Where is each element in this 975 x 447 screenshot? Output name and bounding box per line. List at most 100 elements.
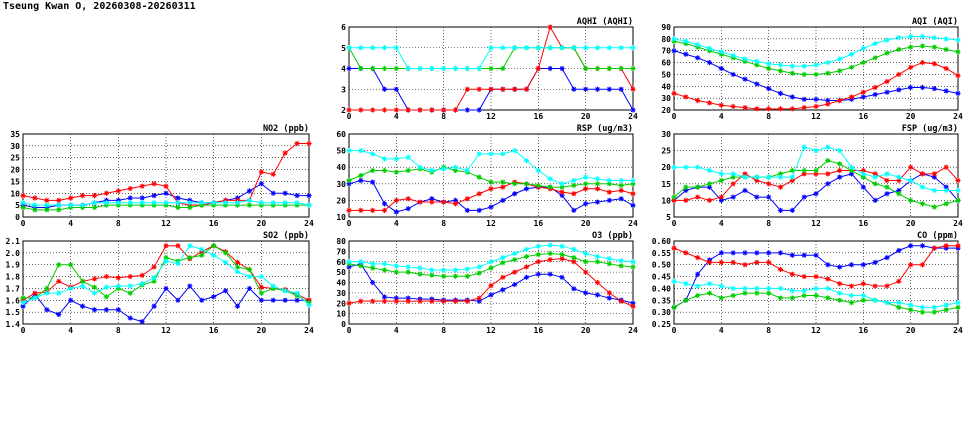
rsp-title: RSP (ug/m3) xyxy=(577,124,633,134)
aqhi-series-day3-point xyxy=(381,65,388,72)
aqi-series-day2-point xyxy=(671,90,677,96)
co-series-day1-point xyxy=(789,252,795,258)
so2-series-day1-point xyxy=(103,307,110,313)
aqi-series-day2-point xyxy=(837,97,843,104)
rsp-series-day2-point xyxy=(441,199,447,205)
co-series-day3-point xyxy=(718,295,724,301)
aqi-series-day2-point xyxy=(884,78,890,85)
no2-series-day2-point xyxy=(20,193,26,199)
rsp-series-day2-point xyxy=(488,186,494,192)
no2-series-day4-point xyxy=(199,200,205,206)
o3-series-day2-point xyxy=(429,298,435,304)
aqhi-series-day2-point xyxy=(417,107,423,113)
o3-series-day2-point xyxy=(464,298,470,304)
co-series-day4-point xyxy=(695,283,701,289)
aqhi-series-day4-point xyxy=(452,65,459,72)
co-series-day4-point xyxy=(848,292,855,299)
o3-xtick-label: 4 xyxy=(394,326,399,335)
rsp-series-day3-point xyxy=(381,167,388,174)
co-series-day3-point xyxy=(943,307,949,313)
o3-series-day2-point xyxy=(441,298,447,304)
rsp-frame xyxy=(348,133,634,218)
o3-series-day3-point xyxy=(476,270,482,276)
no2-series-day2-point xyxy=(44,197,50,203)
rsp-series-day1-point xyxy=(583,201,589,207)
no2-series-day4-point xyxy=(91,200,98,206)
aqhi-series-day3-point xyxy=(393,65,399,72)
aqi-series-day3-point xyxy=(908,44,914,50)
co-series-day4-point xyxy=(718,283,724,289)
aqi-series-day4-point xyxy=(813,62,819,68)
so2-series-day4-point xyxy=(115,283,121,289)
rsp-series-day4-point xyxy=(606,177,612,184)
fsp-series-day2-point xyxy=(695,194,701,200)
o3-series-day4-point xyxy=(488,259,494,265)
aqi-series-day4-point xyxy=(718,49,724,55)
o3-series-day1-point xyxy=(405,295,411,301)
rsp-series-day2-point xyxy=(452,201,459,207)
aqi-series-day4-point xyxy=(683,38,689,44)
fsp-series-day1-point xyxy=(777,207,784,213)
aqhi-series-day3-line xyxy=(348,47,633,69)
rsp-series-day2-point xyxy=(346,207,352,213)
so2-series-day4-point xyxy=(187,243,193,249)
no2-series-day4-point xyxy=(175,200,181,206)
co-ytick-label: 0.50 xyxy=(652,261,671,270)
aqi-series-day2-point xyxy=(754,106,760,112)
o3-ytick-label: 30 xyxy=(336,289,346,298)
aqi-series-day1-point xyxy=(884,89,890,95)
no2-series-day4-point xyxy=(187,200,193,206)
o3-series-day1-point xyxy=(346,264,352,270)
aqi-series-day3-point xyxy=(766,65,772,72)
rsp-series-day1-point xyxy=(429,196,435,202)
fsp-series-day1-point xyxy=(848,171,855,177)
no2-xtick-label: 0 xyxy=(21,219,26,228)
fsp-series-day2-point xyxy=(837,167,843,174)
fsp-series-day2-point xyxy=(931,171,937,177)
no2-ytick-label: 5 xyxy=(15,201,20,210)
o3-series-day2-point xyxy=(583,269,589,275)
so2-series-day4-point xyxy=(91,290,98,296)
aqi-series-day4-point xyxy=(896,35,902,41)
aqi-xtick-label: 24 xyxy=(953,112,963,121)
aqhi-series-day4-point xyxy=(606,45,612,51)
no2-frame xyxy=(22,133,310,218)
rsp-series-day4-point xyxy=(464,167,470,174)
rsp-series-day4-point xyxy=(512,148,518,154)
aqhi-title: AQHI (AQHI) xyxy=(577,17,633,27)
o3-series-day4-point xyxy=(476,264,482,270)
fsp-series-day3-point xyxy=(706,181,713,187)
rsp-series-day2-point xyxy=(476,191,482,197)
co-series-day1-point xyxy=(837,264,843,270)
o3-series-day2-point xyxy=(381,298,388,304)
fsp-series-day4-point xyxy=(801,144,807,150)
aqi-ytick-label: 40 xyxy=(661,82,671,91)
fsp-series-day3-point xyxy=(919,201,926,207)
fsp-series-day1-point xyxy=(718,197,724,203)
so2-series-day1-point xyxy=(68,297,74,303)
fsp-series-day3-point xyxy=(848,167,855,174)
no2-series-day4-point xyxy=(68,202,74,208)
aqhi-series-day2-point xyxy=(488,86,494,92)
co-series-day2-point xyxy=(896,278,902,284)
aqhi-series-day2-point xyxy=(476,86,482,92)
no2-series-day1-point xyxy=(270,190,276,196)
aqhi-xtick-label: 20 xyxy=(581,112,591,121)
o3-series-day4-point xyxy=(606,256,612,262)
co-series-day2-point xyxy=(872,283,878,289)
o3-series-day2-point xyxy=(358,298,364,304)
rsp-series-day1-point xyxy=(452,197,459,203)
aqhi-series-day3-point xyxy=(594,65,601,72)
aqhi-series-day4-point xyxy=(476,65,482,72)
no2-series-day2-point xyxy=(68,195,74,201)
so2-series-day2-point xyxy=(115,275,121,281)
rsp-series-day1-point xyxy=(488,204,494,210)
o3-series-day3-point xyxy=(358,263,364,269)
aqhi-series-day1-point xyxy=(630,107,636,113)
aqi-series-day4-point xyxy=(884,37,890,43)
fsp-series-day4-point xyxy=(706,167,713,174)
so2-series-day4-point xyxy=(211,252,217,258)
rsp-series-day4-point xyxy=(417,164,423,170)
